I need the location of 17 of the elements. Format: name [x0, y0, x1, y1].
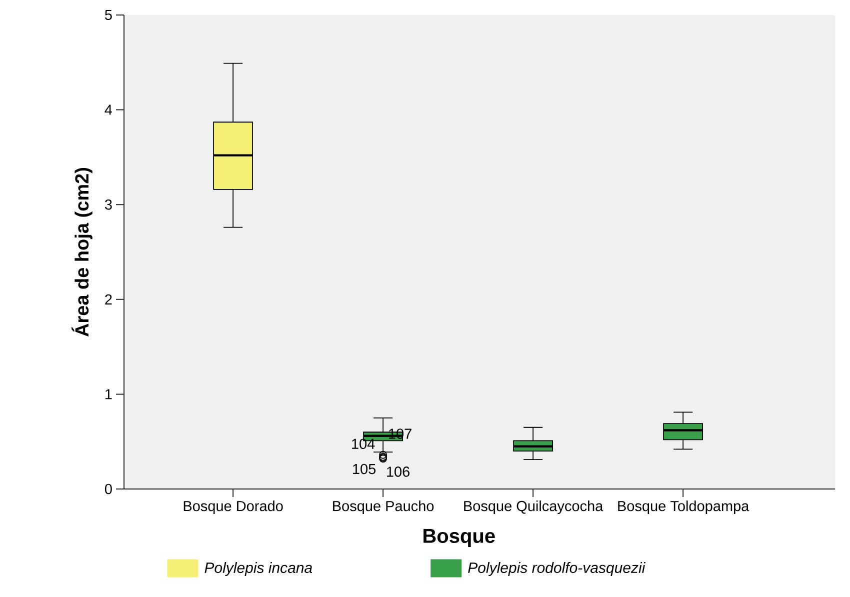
legend-label: Polylepis rodolfo-vasquezii [468, 562, 646, 576]
y-tick-label: 4 [104, 104, 112, 115]
annotation: 106 [387, 466, 410, 477]
x-tick-label: Bosque Toldopampa [618, 500, 750, 514]
annotation: 104 [352, 438, 375, 450]
y-axis-title: Área de hoja (cm2) [72, 168, 92, 337]
y-tick-label: 3 [104, 199, 112, 210]
y-tick-label: 0 [104, 484, 112, 494]
y-tick-label: 2 [105, 294, 112, 304]
x-tick-label: Bosque Quilcaycocha [464, 500, 604, 514]
y-tick-label: 5 [104, 10, 112, 20]
annotation: 105 [353, 464, 376, 474]
x-axis-title: Bosque [424, 529, 495, 547]
x-tick-label: Bosque Dorado [184, 500, 283, 514]
x-tick-label: Bosque Paucho [333, 500, 434, 514]
y-tick-label: 1 [106, 389, 112, 400]
legend-label: Polylepis incana [204, 562, 312, 576]
